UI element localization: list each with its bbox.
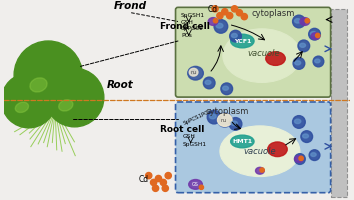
- Circle shape: [199, 185, 204, 189]
- Ellipse shape: [231, 121, 238, 126]
- Text: cytoplasm: cytoplasm: [205, 107, 249, 116]
- Text: Cd: Cd: [207, 5, 217, 14]
- Ellipse shape: [300, 18, 310, 25]
- Ellipse shape: [188, 66, 203, 80]
- Text: nu: nu: [221, 118, 227, 123]
- FancyBboxPatch shape: [176, 7, 331, 97]
- Circle shape: [293, 58, 305, 69]
- Ellipse shape: [59, 100, 73, 111]
- Circle shape: [203, 77, 215, 89]
- Circle shape: [160, 179, 166, 186]
- Ellipse shape: [256, 167, 264, 174]
- Ellipse shape: [223, 29, 301, 82]
- Circle shape: [217, 13, 223, 19]
- Text: Cd: Cd: [139, 175, 149, 184]
- Ellipse shape: [311, 153, 316, 156]
- Circle shape: [45, 68, 104, 127]
- Circle shape: [232, 6, 238, 12]
- Text: Root: Root: [107, 80, 133, 90]
- Circle shape: [299, 156, 303, 160]
- Ellipse shape: [231, 34, 254, 48]
- Text: HMT1: HMT1: [232, 139, 252, 144]
- Ellipse shape: [310, 32, 316, 36]
- Circle shape: [150, 179, 157, 186]
- Ellipse shape: [205, 80, 211, 84]
- Circle shape: [293, 116, 305, 128]
- Circle shape: [309, 28, 320, 40]
- Ellipse shape: [189, 180, 202, 189]
- Circle shape: [229, 118, 242, 130]
- Ellipse shape: [311, 33, 320, 40]
- Circle shape: [241, 14, 247, 20]
- Ellipse shape: [266, 52, 285, 65]
- Ellipse shape: [223, 86, 228, 90]
- Ellipse shape: [268, 142, 287, 157]
- Circle shape: [217, 113, 232, 127]
- Text: nu: nu: [190, 70, 197, 75]
- Text: cytoplasm: cytoplasm: [252, 9, 295, 18]
- Circle shape: [162, 185, 169, 191]
- Text: GS: GS: [192, 182, 199, 187]
- Ellipse shape: [216, 23, 223, 28]
- Circle shape: [153, 185, 159, 191]
- Text: SpPCS1PCs: SpPCS1PCs: [183, 108, 213, 126]
- FancyBboxPatch shape: [331, 9, 347, 197]
- Circle shape: [14, 41, 82, 109]
- Ellipse shape: [232, 33, 237, 38]
- Circle shape: [227, 13, 233, 19]
- Ellipse shape: [189, 68, 198, 76]
- Ellipse shape: [296, 157, 302, 160]
- Circle shape: [221, 83, 233, 95]
- FancyBboxPatch shape: [176, 102, 331, 193]
- Text: GSH: GSH: [183, 134, 196, 139]
- Text: Root cell: Root cell: [160, 125, 205, 134]
- Ellipse shape: [217, 114, 232, 126]
- Circle shape: [298, 40, 310, 52]
- Text: SpGSH1: SpGSH1: [181, 13, 205, 18]
- Ellipse shape: [30, 78, 47, 92]
- Ellipse shape: [295, 156, 303, 162]
- Circle shape: [165, 172, 171, 179]
- Circle shape: [295, 154, 305, 164]
- Circle shape: [155, 175, 161, 182]
- Circle shape: [230, 30, 241, 42]
- Circle shape: [301, 131, 313, 142]
- Text: Frond: Frond: [114, 1, 147, 11]
- Circle shape: [1, 73, 56, 128]
- Text: Frond cell: Frond cell: [160, 22, 210, 31]
- Ellipse shape: [295, 61, 301, 65]
- Ellipse shape: [295, 119, 301, 124]
- Text: GSH: GSH: [181, 20, 194, 25]
- Circle shape: [145, 172, 152, 179]
- Ellipse shape: [208, 18, 218, 25]
- Circle shape: [260, 168, 264, 172]
- Ellipse shape: [300, 43, 306, 47]
- Ellipse shape: [315, 59, 320, 63]
- Ellipse shape: [303, 134, 308, 138]
- Circle shape: [315, 33, 320, 38]
- Text: SpPCS1: SpPCS1: [181, 26, 204, 31]
- Circle shape: [293, 15, 305, 28]
- Text: YCF1: YCF1: [234, 39, 251, 44]
- Ellipse shape: [209, 114, 216, 119]
- Text: SpGSH1: SpGSH1: [183, 142, 207, 147]
- Text: vacuole: vacuole: [244, 147, 276, 156]
- Circle shape: [305, 19, 309, 23]
- Circle shape: [212, 6, 218, 12]
- Circle shape: [236, 10, 242, 16]
- Circle shape: [313, 56, 324, 67]
- Text: PCs: PCs: [181, 33, 192, 38]
- Ellipse shape: [220, 126, 300, 177]
- Ellipse shape: [15, 102, 29, 112]
- Circle shape: [222, 9, 228, 15]
- Circle shape: [213, 19, 218, 23]
- Circle shape: [309, 150, 320, 160]
- Ellipse shape: [295, 19, 301, 23]
- Circle shape: [214, 20, 228, 33]
- Ellipse shape: [231, 135, 254, 148]
- Text: vacuole: vacuole: [247, 49, 280, 58]
- Circle shape: [207, 110, 221, 124]
